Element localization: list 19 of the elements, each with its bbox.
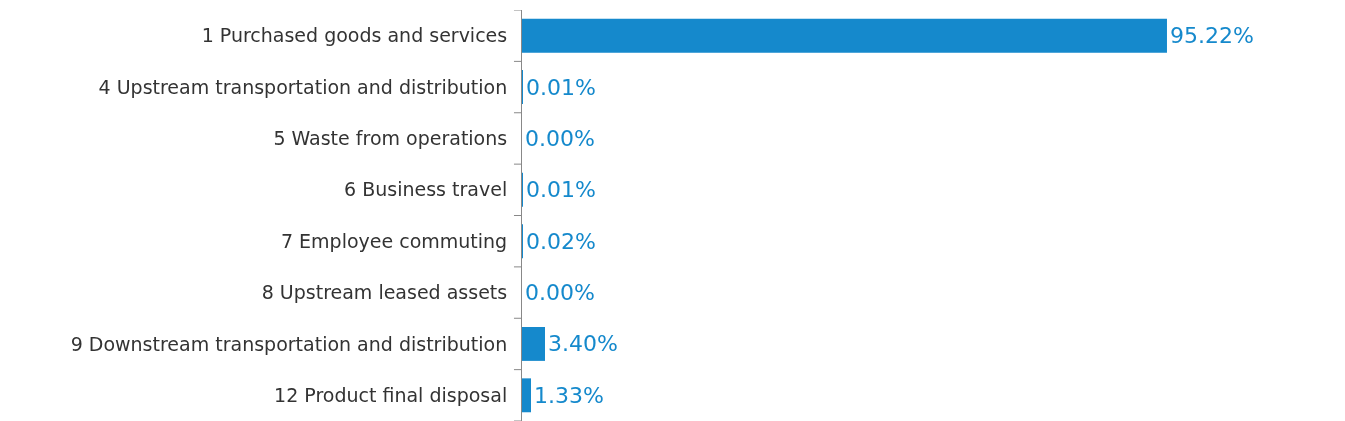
y-tick-label: 7 Employee commuting [280,229,508,252]
bar [522,326,546,361]
y-tick-label: 5 Waste from operations [273,127,508,150]
data-label: 1.33% [534,382,604,408]
y-tick-label: 9 Downstream transportation and distribution [70,332,508,355]
data-label: 0.01% [526,177,596,203]
data-label: 0.02% [526,228,596,254]
bar [522,378,532,413]
data-label: 0.00% [525,125,595,151]
data-label: 0.01% [526,74,596,100]
data-label: 0.00% [525,280,595,306]
bar [522,18,1167,53]
y-tick-label: 6 Business travel [344,178,508,201]
y-tick-label: 4 Upstream transportation and distribution [98,75,508,98]
y-tick-label: 12 Product final disposal [274,383,508,406]
data-label: 95.22% [1169,23,1254,49]
y-tick-label: 1 Purchased goods and services [201,24,508,47]
y-tick-label: 8 Upstream leased assets [261,281,508,304]
data-label: 3.40% [548,331,618,357]
